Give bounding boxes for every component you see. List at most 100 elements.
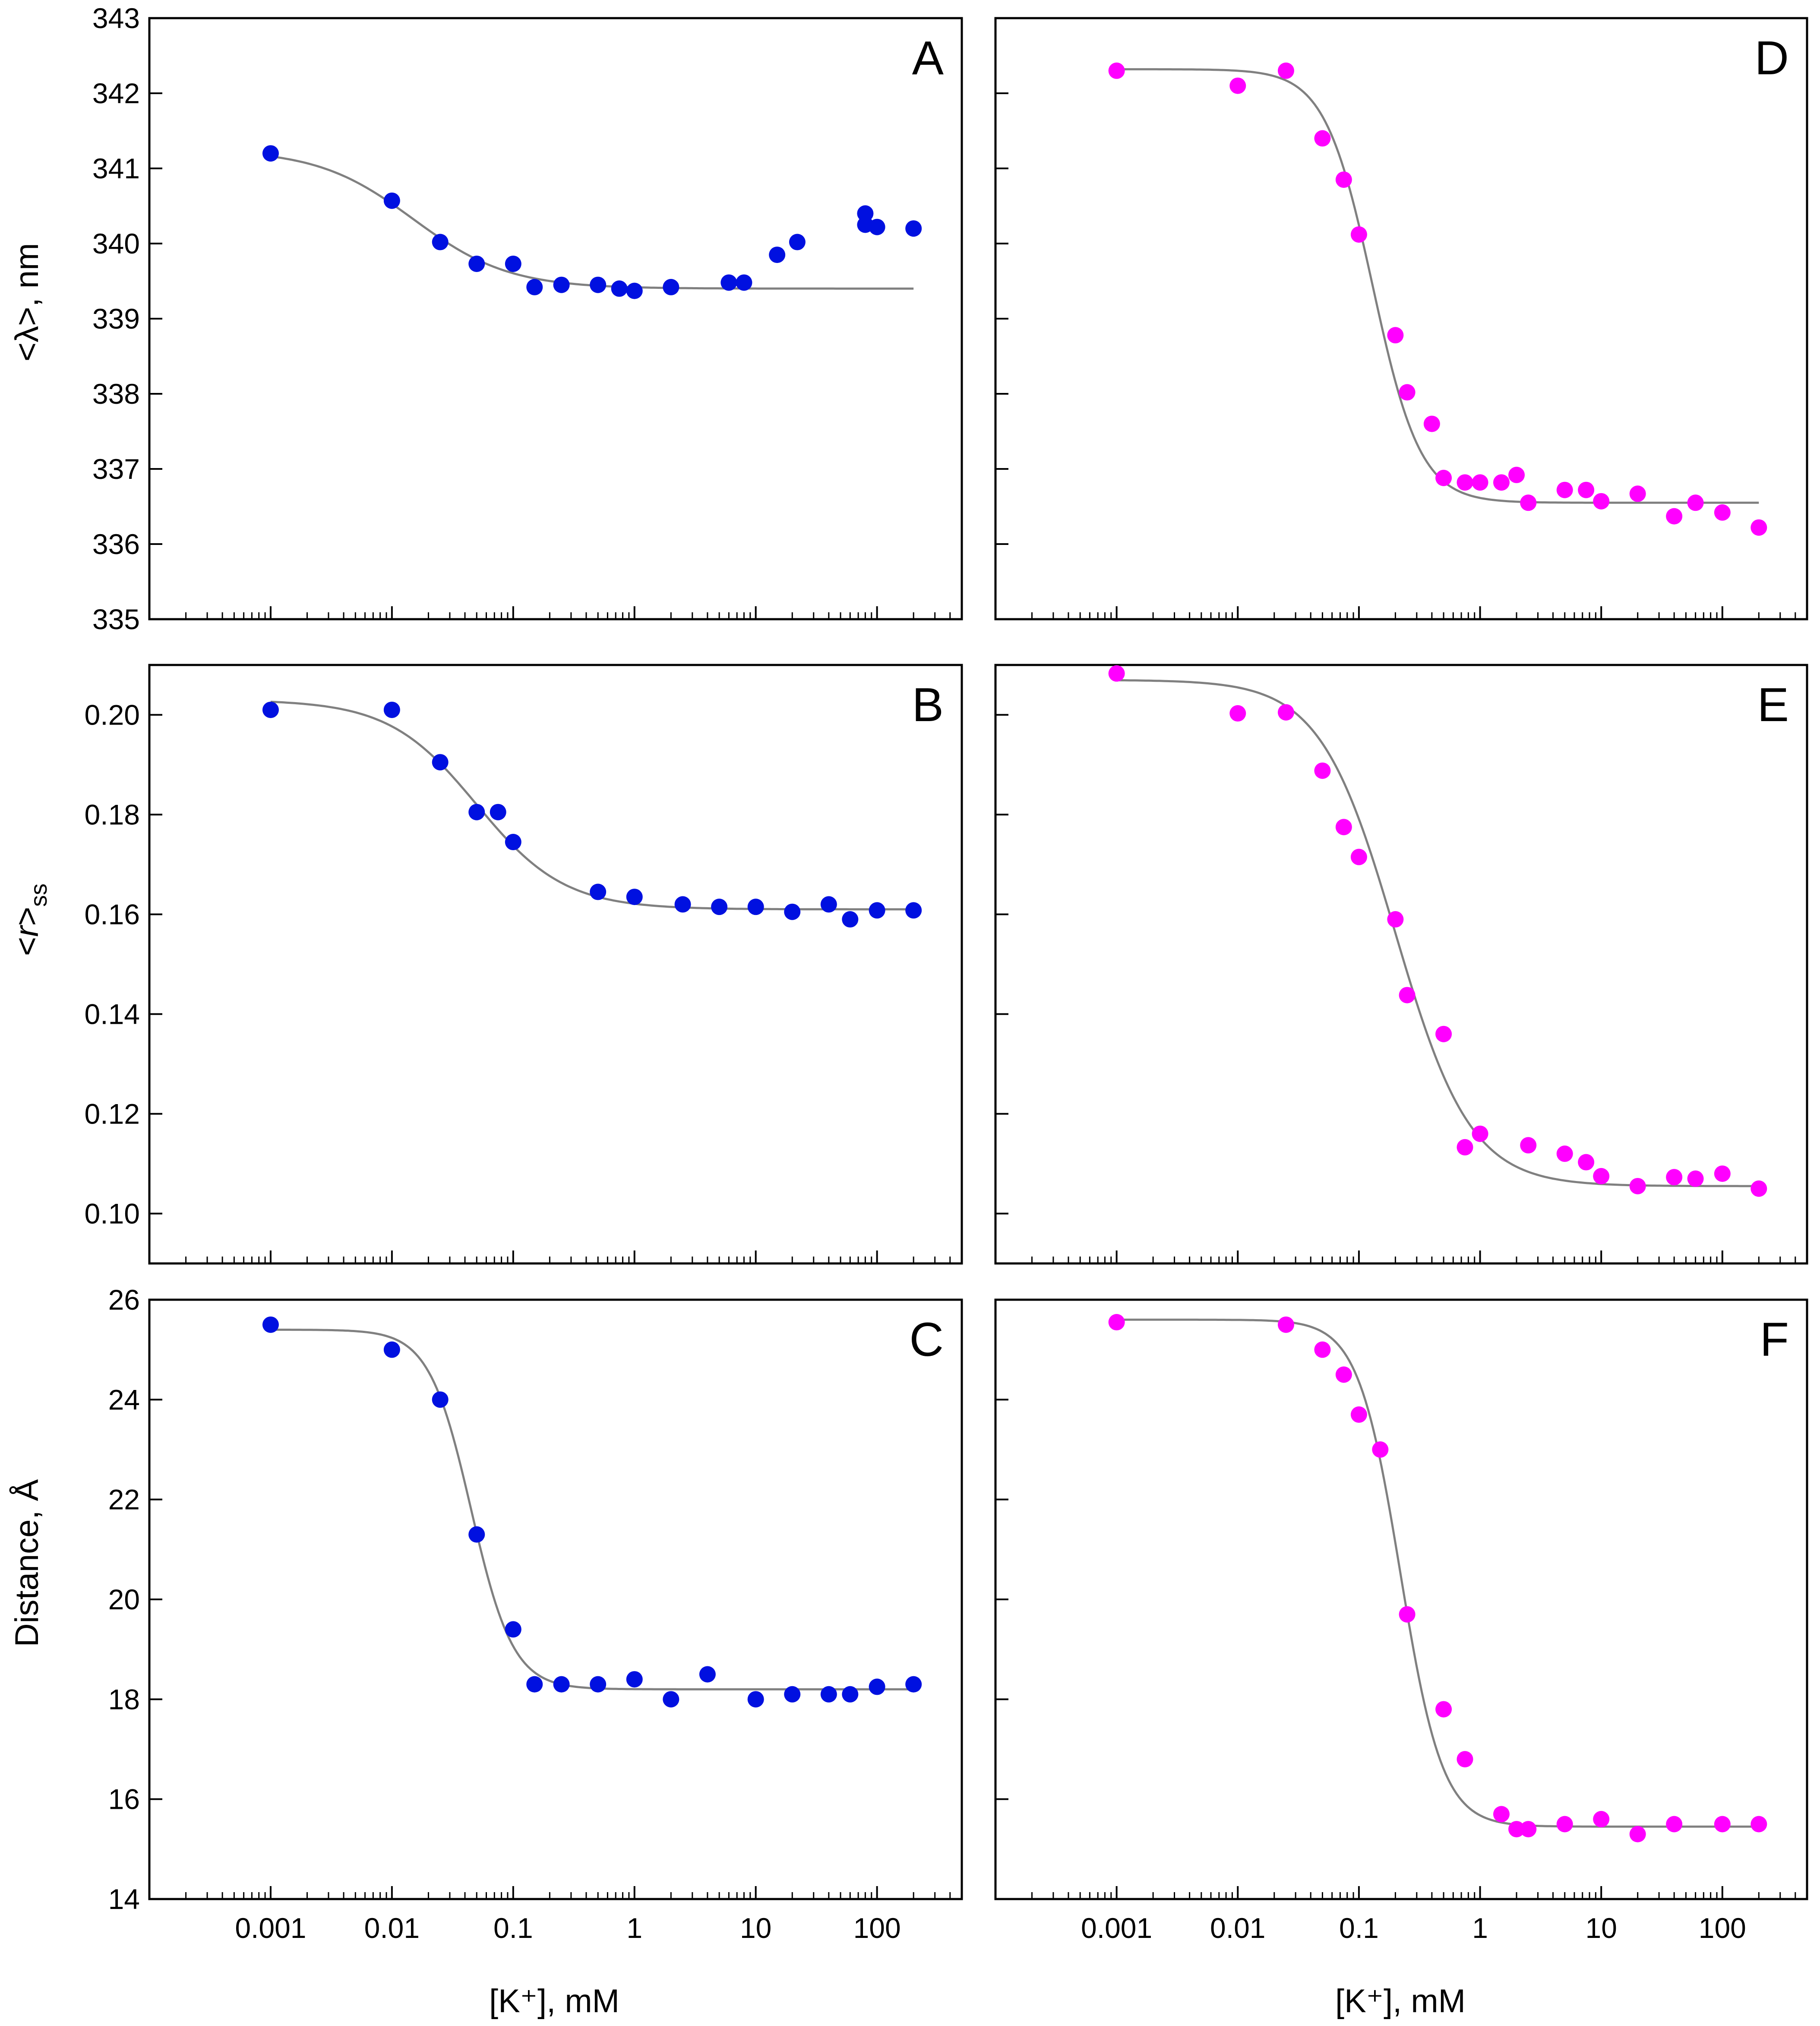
panel-d-data-point xyxy=(1229,77,1246,94)
panel-a-y-tick-label: 342 xyxy=(92,77,140,109)
panel-d-data-point xyxy=(1335,171,1352,188)
panel-b-data-point xyxy=(432,754,449,771)
panel-c-data-point xyxy=(468,1526,485,1543)
panel-f-data-point xyxy=(1750,1816,1767,1833)
panel-a-data-point xyxy=(262,145,279,162)
panel-f-data-point xyxy=(1666,1816,1683,1833)
panel-f-data-point xyxy=(1277,1316,1294,1333)
panel-f-data-point xyxy=(1508,1821,1525,1838)
y-axis-label-panel-c: Distance, Å xyxy=(9,1479,45,1647)
x-axis-label-left: [K⁺], mM xyxy=(489,1983,619,2020)
panel-b-y-tick-label: 0.10 xyxy=(85,1198,140,1230)
y-axis-label-panel-b: <r>ss xyxy=(9,883,52,956)
panel-b-data-point xyxy=(468,804,485,820)
panel-c-data-point xyxy=(626,1671,643,1688)
panel-e-data-point xyxy=(1457,1139,1473,1155)
panel-b: 0.10 0.12 0.14 0.16 0.18 0.20 B xyxy=(85,664,963,1265)
panel-f-x-tick-label: 0.1 xyxy=(1339,1912,1379,1944)
panel-d-data-point xyxy=(1472,474,1488,491)
y-axis-label-panel-a: <λ>, nm xyxy=(9,243,45,362)
panel-e-data-point xyxy=(1472,1125,1488,1142)
panel-b-data-point xyxy=(590,883,607,900)
panel-d-data-point xyxy=(1387,327,1404,344)
panel-c-x-tick-label: 0.01 xyxy=(364,1912,420,1944)
panel-e-label: E xyxy=(1757,678,1789,731)
panel-e-fit-curve xyxy=(1116,679,1759,1187)
panel-d-data-point xyxy=(1350,226,1367,243)
panel-d-data-point xyxy=(1457,474,1473,491)
panel-b-y-tick-label: 0.16 xyxy=(85,899,140,931)
panel-f-data-point xyxy=(1593,1811,1610,1827)
panel-a-y-tick-label: 335 xyxy=(92,603,140,635)
panel-a-y-tick-label: 341 xyxy=(92,152,140,184)
panel-b-data-point xyxy=(383,701,400,718)
panel-e-data-point xyxy=(1435,1026,1452,1042)
panel-e-data-point xyxy=(1399,987,1416,1004)
panel-f-x-tick-label: 0.01 xyxy=(1210,1912,1265,1944)
panel-e-data-point xyxy=(1108,665,1125,682)
panel-c-data-point xyxy=(505,1621,521,1638)
panel-e-data-point xyxy=(1687,1170,1704,1187)
panel-e-data-point xyxy=(1556,1145,1573,1162)
panel-e-data-point xyxy=(1350,848,1367,865)
panel-e-data-point xyxy=(1335,819,1352,836)
panel-a-y-tick-label: 339 xyxy=(92,303,140,335)
panel-c-x-tick-label: 0.001 xyxy=(235,1912,306,1944)
panel-a-data-point xyxy=(905,220,922,237)
panel-c-data-point xyxy=(747,1691,764,1708)
panel-d-data-point xyxy=(1508,466,1525,483)
panel-f-x-tick-label: 10 xyxy=(1585,1912,1617,1944)
panel-a-y-tick-label: 336 xyxy=(92,528,140,560)
panel-c-data-point xyxy=(590,1676,607,1693)
panel-a-y-tick-label: 337 xyxy=(92,453,140,485)
panel-d-data-point xyxy=(1578,481,1595,498)
panel-f-x-tick-label: 1 xyxy=(1472,1912,1488,1944)
panel-b-y-tick-label: 0.18 xyxy=(85,799,140,831)
panel-c-data-point xyxy=(784,1686,801,1703)
panel-e-data-point xyxy=(1750,1180,1767,1197)
panel-d-data-point xyxy=(1435,469,1452,486)
panel-c-y-tick-label: 18 xyxy=(108,1683,140,1715)
panel-b-data-point xyxy=(747,899,764,915)
panel-c-data-point xyxy=(262,1316,279,1333)
panel-b-data-point xyxy=(626,889,643,905)
panel-d-data-point xyxy=(1666,508,1683,525)
panel-f-data-point xyxy=(1335,1366,1352,1383)
panel-a-data-point xyxy=(626,282,643,299)
panel-a-data-point xyxy=(611,280,628,297)
panel-a-data-point xyxy=(663,279,679,295)
panel-e-data-point xyxy=(1593,1168,1610,1184)
panel-a-data-point xyxy=(720,274,737,291)
panel-f-data-point xyxy=(1108,1314,1125,1331)
panel-e-data-point xyxy=(1277,704,1294,721)
panel-c-data-point xyxy=(699,1666,716,1683)
panel-a-data-point xyxy=(383,192,400,209)
panel-e-data-point xyxy=(1629,1178,1646,1194)
panel-e-data-point xyxy=(1314,762,1331,779)
panel-d-data-point xyxy=(1493,474,1510,491)
panel-b-y-tick-label: 0.20 xyxy=(85,699,140,731)
panel-e-data-point xyxy=(1520,1137,1537,1154)
panel-c-data-point xyxy=(383,1341,400,1358)
panel-c-y-tick-label: 26 xyxy=(108,1284,140,1316)
panel-a-data-point xyxy=(432,234,449,250)
panel-d-data-point xyxy=(1593,493,1610,510)
panel-b-data-point xyxy=(711,899,728,915)
panel-b-data-point xyxy=(674,896,691,913)
panel-f-data-point xyxy=(1457,1751,1473,1768)
panel-b-data-point xyxy=(784,903,801,920)
panel-b-label: B xyxy=(912,678,944,731)
panel-c-data-point xyxy=(553,1676,570,1693)
panel-b-data-point xyxy=(490,804,506,820)
panel-e-data-point xyxy=(1387,911,1404,928)
panel-a-data-point xyxy=(869,218,885,235)
panel-f-x-tick-label: 0.001 xyxy=(1081,1912,1152,1944)
x-axis-label-right: [K⁺], mM xyxy=(1335,1983,1466,2020)
panel-c-data-point xyxy=(842,1686,859,1703)
panel-a-data-point xyxy=(526,279,543,295)
panel-b-frame xyxy=(148,664,963,1265)
panel-c-x-tick-label: 100 xyxy=(853,1912,901,1944)
panel-a-data-point xyxy=(590,276,607,293)
panel-f-data-point xyxy=(1629,1826,1646,1842)
panel-d-label: D xyxy=(1755,32,1789,85)
